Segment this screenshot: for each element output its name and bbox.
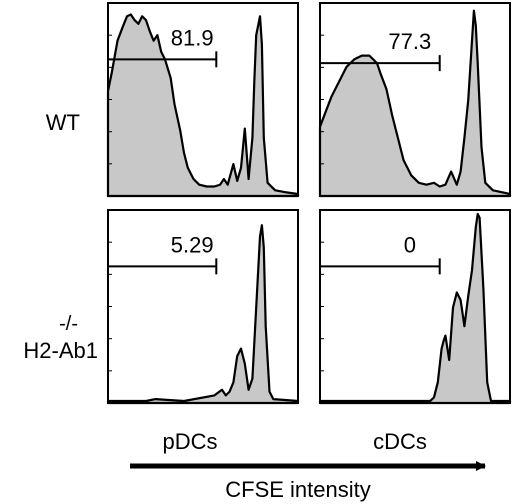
row-label-ko-superscript: -/- bbox=[59, 313, 78, 335]
histogram-h2-ab1-pdcs bbox=[106, 224, 300, 405]
row-label-wt: WT bbox=[46, 110, 80, 135]
histogram-wt-cdcs bbox=[318, 9, 512, 198]
column-label-cdcs: cDCs bbox=[373, 429, 427, 454]
gate-value-wt-pdcs: 81.9 bbox=[171, 25, 214, 50]
column-label-pdcs: pDCs bbox=[162, 429, 217, 454]
x-axis-label: CFSE intensity bbox=[225, 477, 371, 502]
row-label-h2-ab1: H2-Ab1 bbox=[23, 338, 98, 363]
gate-value-h2-ab1-pdcs: 5.29 bbox=[171, 232, 214, 257]
gate-value-h2-ab1-cdcs: 0 bbox=[404, 232, 416, 257]
histogram-h2-ab1-cdcs bbox=[318, 212, 512, 405]
gate-value-wt-cdcs: 77.3 bbox=[388, 29, 431, 54]
histogram-panels: 81.9 77.3 5.29 0 bbox=[106, 2, 512, 405]
